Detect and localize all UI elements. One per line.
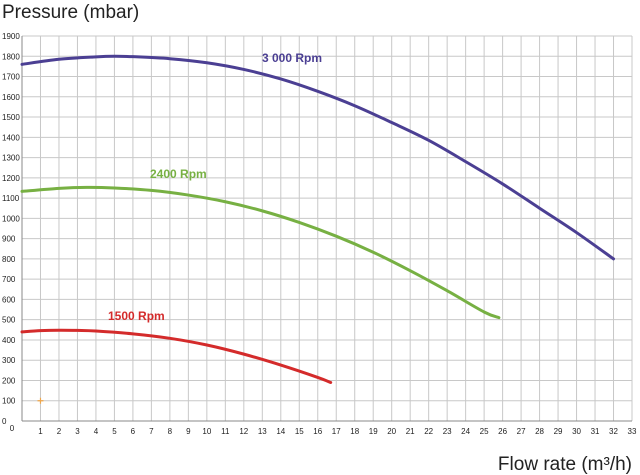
x-tick-label: 30 [572, 427, 581, 436]
x-tick-label: 19 [369, 427, 378, 436]
x-tick-label: 32 [609, 427, 618, 436]
series-labels: 3 000 Rpm 2400 Rpm 1500 Rpm [108, 51, 322, 323]
y-tick-label: 1500 [2, 113, 20, 122]
x-tick-label: 26 [498, 427, 507, 436]
grid [22, 35, 633, 422]
y-axis-title: Pressure (mbar) [2, 2, 139, 23]
x-tick-label: 3 [75, 427, 80, 436]
x-tick-label: 28 [535, 427, 544, 436]
y-tick-label: 0 [2, 417, 7, 426]
x-tick-label: 14 [276, 427, 285, 436]
x-tick-label: 5 [112, 427, 117, 436]
x-tick-label: 24 [461, 427, 470, 436]
x-tick-label: 4 [94, 427, 99, 436]
x-tick-label: 10 [202, 427, 211, 436]
x-tick-label: 31 [591, 427, 600, 436]
series-label-0: 3 000 Rpm [262, 51, 322, 65]
y-tick-label: 400 [2, 336, 16, 345]
x-tick-label: 16 [313, 427, 322, 436]
y-tick-label: 900 [2, 235, 16, 244]
y-tick-label: 100 [2, 397, 16, 406]
y-tick-label: 1000 [2, 214, 20, 223]
x-tick-label: 20 [387, 427, 396, 436]
x-tick-labels: 0 1 2 3 4 5 6 7 8 9 10 11 12 13 14 15 16 17 18 19 20 21 22 23 24… [10, 424, 637, 436]
x-tick-label: 11 [221, 427, 230, 436]
x-tick-label: 23 [443, 427, 452, 436]
y-tick-label: 1600 [2, 93, 20, 102]
y-tick-label: 1200 [2, 174, 20, 183]
x-tick-label: 6 [131, 427, 136, 436]
x-tick-label: 17 [332, 427, 341, 436]
x-tick-label: 8 [168, 427, 173, 436]
x-tick-label: 18 [350, 427, 359, 436]
x-tick-label: 0 [10, 424, 15, 433]
x-tick-label: 15 [295, 427, 304, 436]
x-tick-label: 12 [239, 427, 248, 436]
series-label-2: 1500 Rpm [108, 309, 165, 323]
x-tick-label: 25 [480, 427, 489, 436]
y-tick-label: 1400 [2, 133, 20, 142]
x-axis-title: Flow rate (m³/h) [498, 454, 632, 475]
y-tick-label: 600 [2, 295, 16, 304]
series-line-1 [20, 185, 501, 320]
series-lines [20, 54, 616, 384]
y-tick-label: 500 [2, 316, 16, 325]
axes [21, 36, 632, 422]
y-tick-label: 800 [2, 255, 16, 264]
y-tick-label: 300 [2, 356, 16, 365]
x-tick-label: 33 [628, 427, 637, 436]
markers [37, 397, 44, 404]
x-tick-label: 2 [57, 427, 62, 436]
y-tick-label: 200 [2, 376, 16, 385]
y-tick-labels: 0 100 200 300 400 500 600 700 800 900 1000 1100 1200… [2, 32, 20, 426]
y-tick-label: 1800 [2, 52, 20, 61]
y-tick-label: 1700 [2, 73, 20, 82]
y-tick-label: 1900 [2, 32, 20, 41]
x-tick-label: 7 [149, 427, 154, 436]
y-tick-label: 700 [2, 275, 16, 284]
x-tick-label: 1 [38, 427, 43, 436]
y-tick-label: 1100 [2, 194, 20, 203]
x-tick-label: 21 [406, 427, 415, 436]
x-tick-label: 27 [517, 427, 526, 436]
data-point-marker [37, 397, 44, 404]
x-tick-label: 22 [424, 427, 433, 436]
series-line-2 [20, 328, 333, 384]
series-line-0 [20, 54, 616, 261]
series-label-1: 2400 Rpm [150, 167, 207, 181]
x-tick-label: 9 [186, 427, 191, 436]
x-tick-label: 29 [554, 427, 563, 436]
x-tick-label: 13 [258, 427, 267, 436]
y-tick-label: 1300 [2, 154, 20, 163]
